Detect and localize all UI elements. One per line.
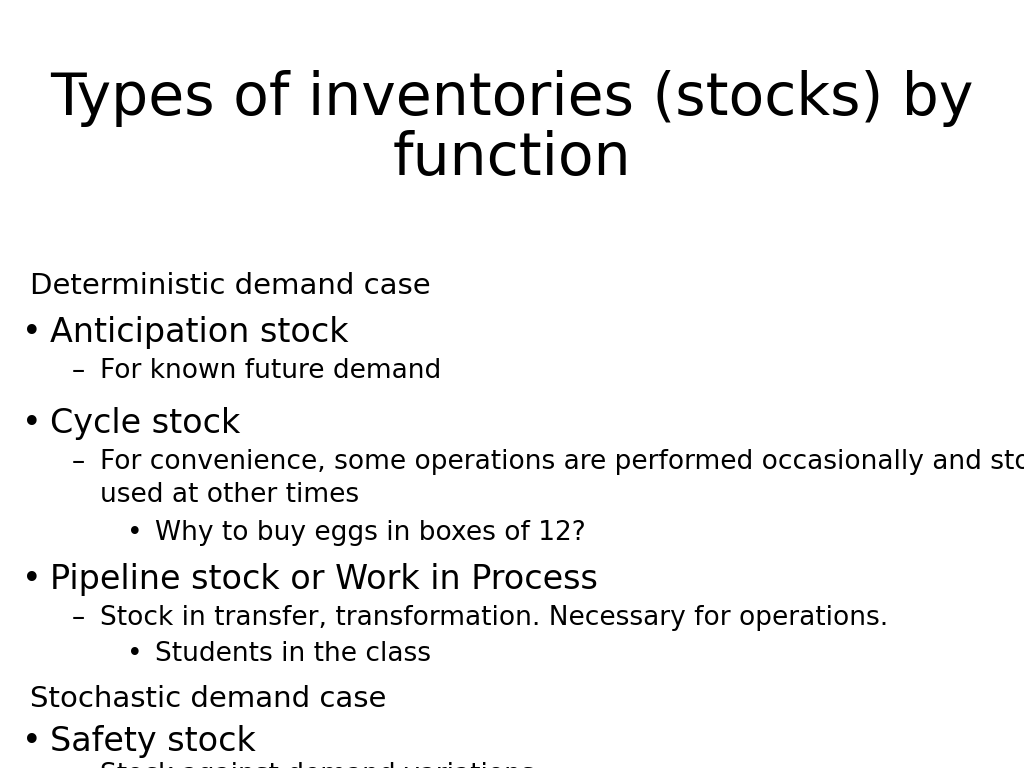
Text: •: • bbox=[127, 641, 142, 667]
Text: •: • bbox=[22, 563, 42, 596]
Text: •: • bbox=[127, 520, 142, 546]
Text: Deterministic demand case: Deterministic demand case bbox=[30, 272, 431, 300]
Text: •: • bbox=[22, 725, 42, 758]
Text: For convenience, some operations are performed occasionally and stock is
used at: For convenience, some operations are per… bbox=[100, 449, 1024, 508]
Text: Why to buy eggs in boxes of 12?: Why to buy eggs in boxes of 12? bbox=[155, 520, 586, 546]
Text: Types of inventories (stocks) by: Types of inventories (stocks) by bbox=[50, 70, 974, 127]
Text: –: – bbox=[72, 605, 85, 631]
Text: Stochastic demand case: Stochastic demand case bbox=[30, 685, 386, 713]
Text: function: function bbox=[392, 130, 632, 187]
Text: –: – bbox=[72, 449, 85, 475]
Text: Safety stock: Safety stock bbox=[50, 725, 256, 758]
Text: Stock in transfer, transformation. Necessary for operations.: Stock in transfer, transformation. Neces… bbox=[100, 605, 888, 631]
Text: Anticipation stock: Anticipation stock bbox=[50, 316, 348, 349]
Text: Stock against demand variations: Stock against demand variations bbox=[100, 762, 535, 768]
Text: Pipeline stock or Work in Process: Pipeline stock or Work in Process bbox=[50, 563, 598, 596]
Text: –: – bbox=[72, 358, 85, 384]
Text: –: – bbox=[72, 762, 85, 768]
Text: Students in the class: Students in the class bbox=[155, 641, 431, 667]
Text: For known future demand: For known future demand bbox=[100, 358, 441, 384]
Text: •: • bbox=[22, 407, 42, 440]
Text: Cycle stock: Cycle stock bbox=[50, 407, 241, 440]
Text: •: • bbox=[22, 316, 42, 349]
